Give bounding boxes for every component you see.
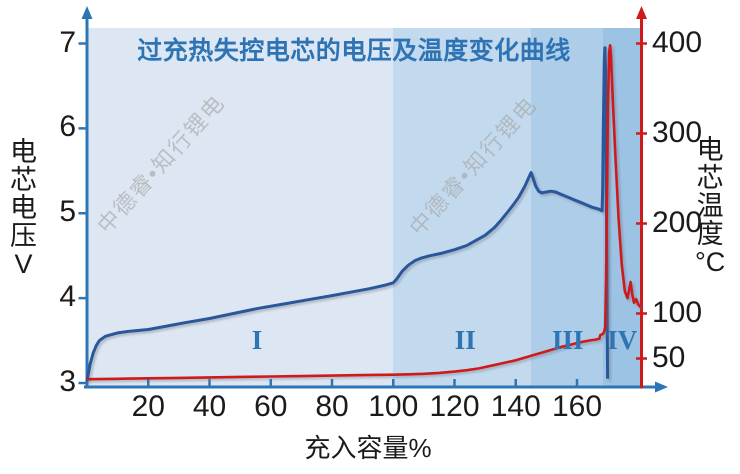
x-tick-label-60: 60 <box>254 390 288 423</box>
left-axis-title-char: 压 <box>10 221 37 251</box>
right-axis-title-char: 电 <box>696 135 724 165</box>
x-tick-label-80: 80 <box>315 390 349 423</box>
x-tick-label-160: 160 <box>551 390 603 423</box>
right-axis-title-char: 度 <box>696 219 724 249</box>
right-tick-label-300: 300 <box>652 115 703 149</box>
left-tick-label-7: 7 <box>59 25 76 59</box>
region-label-II: II <box>454 325 476 355</box>
left-tick-label-4: 4 <box>59 280 76 314</box>
right-axis-title-char: °C <box>695 247 726 277</box>
left-tick-label-6: 6 <box>59 110 76 144</box>
phase-region-II <box>393 28 532 387</box>
x-tick-label-140: 140 <box>490 390 541 423</box>
region-label-I: I <box>251 325 263 355</box>
right-axis-arrow-icon <box>636 6 647 19</box>
right-tick-label-200: 200 <box>652 205 703 239</box>
right-axis-title-char: 温 <box>696 191 724 221</box>
left-axis-title-char: 电 <box>10 193 37 223</box>
temperature-curve <box>86 44 642 381</box>
x-tick-label-120: 120 <box>429 390 480 423</box>
right-tick-label-100: 100 <box>652 295 703 329</box>
region-label-IV: IV <box>607 325 638 355</box>
region-label-III: III <box>552 325 584 355</box>
left-axis-title-char: V <box>14 249 33 279</box>
phase-region-I <box>87 28 394 387</box>
chart-title: 过充热失控电芯的电压及温度变化曲线 <box>137 37 571 65</box>
right-tick-label-50: 50 <box>652 340 686 374</box>
x-tick-label-100: 100 <box>368 390 419 423</box>
left-axis-arrow-icon <box>81 6 93 19</box>
x-axis-title: 充入容量% <box>304 433 432 463</box>
right-axis-title-char: 芯 <box>696 163 724 193</box>
x-axis-arrow-icon <box>655 381 668 393</box>
left-axis-title: 电 芯 电 压 V <box>10 138 37 278</box>
voltage-curve <box>85 46 610 382</box>
x-tick-label-20: 20 <box>131 390 165 423</box>
left-axis-title-char: 芯 <box>10 165 37 195</box>
left-axis-title-char: 电 <box>10 137 37 167</box>
left-tick-label-3: 3 <box>59 365 76 398</box>
x-tick-label-40: 40 <box>192 390 227 423</box>
left-tick-label-5: 5 <box>59 195 76 229</box>
right-tick-label-400: 400 <box>652 25 703 59</box>
right-axis-title: 电 芯 温 度 °C <box>695 136 725 276</box>
